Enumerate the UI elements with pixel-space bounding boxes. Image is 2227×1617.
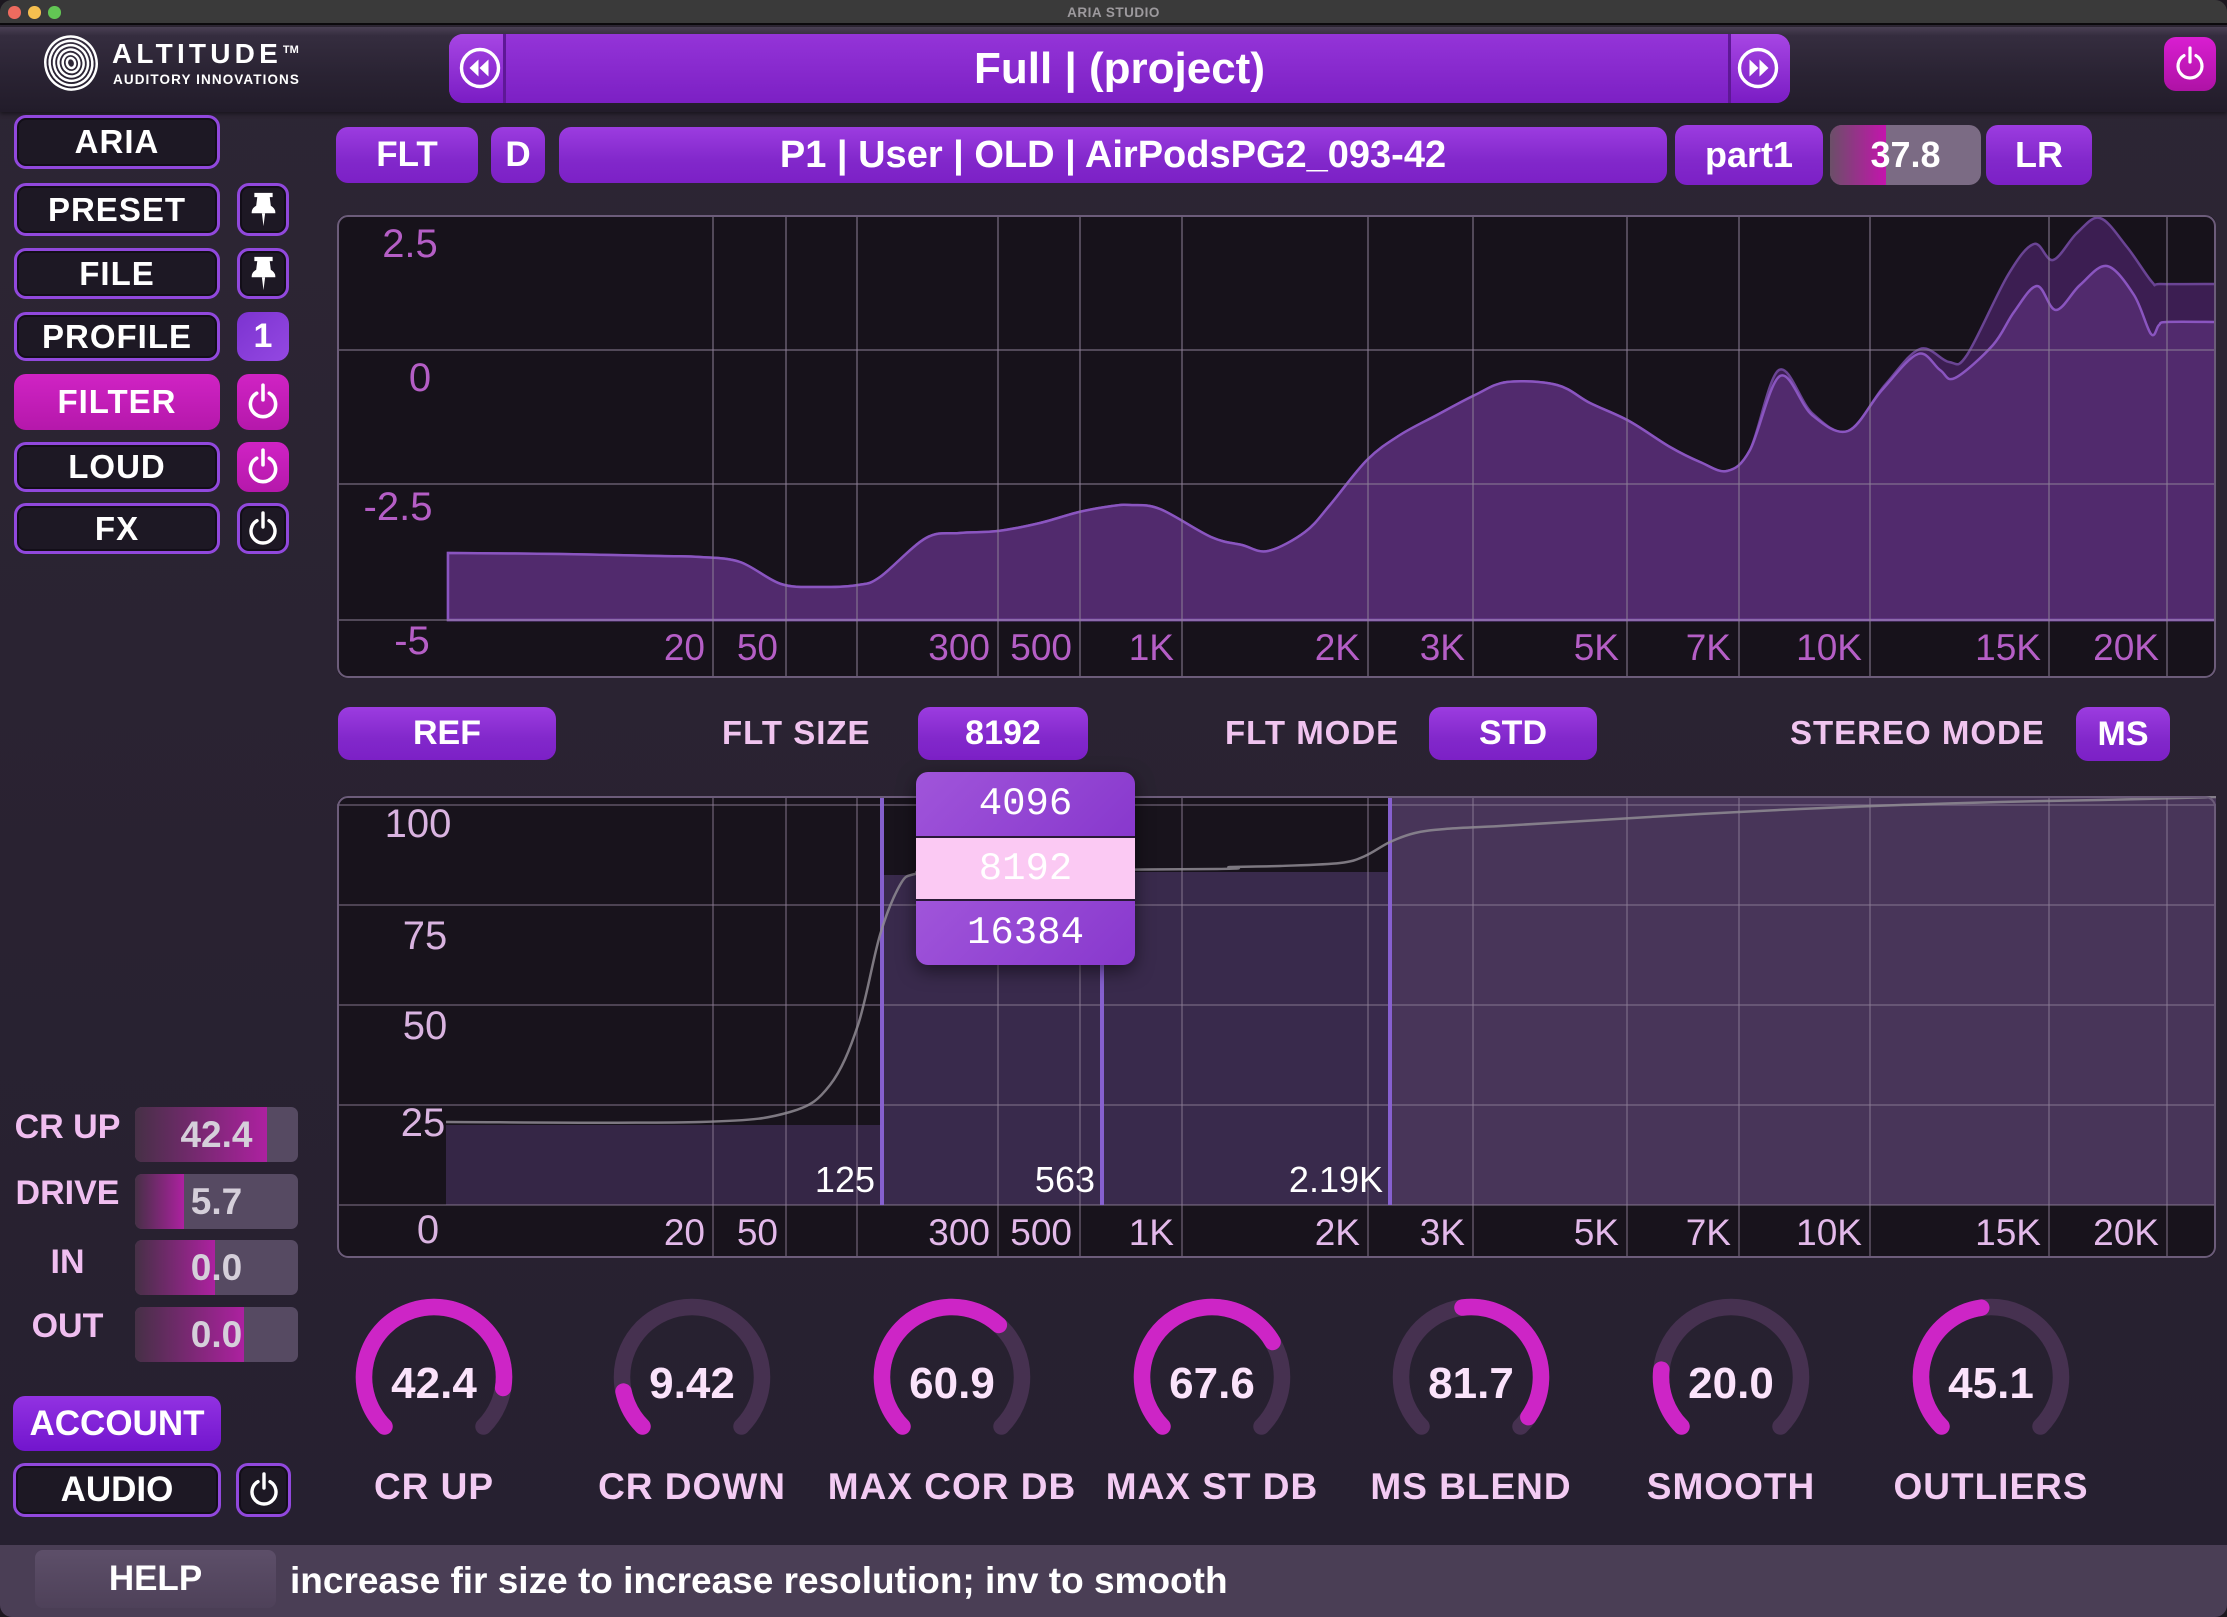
- svg-text:3K: 3K: [1420, 627, 1466, 668]
- svg-text:67.6: 67.6: [1169, 1359, 1255, 1408]
- svg-text:20: 20: [664, 627, 705, 668]
- svg-text:0: 0: [417, 1208, 439, 1252]
- svg-text:15K: 15K: [1975, 627, 2041, 668]
- svg-text:2.5: 2.5: [382, 222, 438, 266]
- svg-text:2K: 2K: [1315, 627, 1361, 668]
- svg-text:-5: -5: [394, 619, 430, 663]
- svg-text:563: 563: [1035, 1159, 1095, 1200]
- svg-text:500: 500: [1010, 627, 1072, 668]
- svg-text:20K: 20K: [2093, 1212, 2159, 1253]
- svg-text:20K: 20K: [2093, 627, 2159, 668]
- svg-text:2K: 2K: [1315, 1212, 1361, 1253]
- svg-text:81.7: 81.7: [1428, 1359, 1514, 1408]
- svg-text:20.0: 20.0: [1688, 1359, 1774, 1408]
- svg-text:9.42: 9.42: [649, 1359, 735, 1408]
- svg-text:300: 300: [928, 1212, 990, 1253]
- svg-text:20: 20: [664, 1212, 705, 1253]
- svg-text:0: 0: [409, 356, 431, 400]
- svg-text:125: 125: [815, 1159, 875, 1200]
- svg-text:1K: 1K: [1129, 1212, 1175, 1253]
- svg-text:5K: 5K: [1574, 627, 1620, 668]
- svg-text:42.4: 42.4: [391, 1359, 477, 1408]
- svg-text:15K: 15K: [1975, 1212, 2041, 1253]
- svg-text:SMOOTH: SMOOTH: [1647, 1466, 1815, 1507]
- svg-text:7K: 7K: [1686, 627, 1732, 668]
- svg-text:50: 50: [737, 627, 778, 668]
- svg-text:75: 75: [403, 914, 448, 958]
- svg-text:10K: 10K: [1796, 1212, 1862, 1253]
- svg-text:-2.5: -2.5: [364, 485, 433, 529]
- svg-text:50: 50: [403, 1004, 448, 1048]
- svg-text:45.1: 45.1: [1948, 1359, 2034, 1408]
- svg-text:3K: 3K: [1420, 1212, 1466, 1253]
- svg-text:MAX COR DB: MAX COR DB: [828, 1466, 1076, 1507]
- svg-text:10K: 10K: [1796, 627, 1862, 668]
- svg-text:500: 500: [1010, 1212, 1072, 1253]
- svg-text:CR DOWN: CR DOWN: [598, 1466, 786, 1507]
- svg-text:50: 50: [737, 1212, 778, 1253]
- svg-text:25: 25: [401, 1101, 446, 1145]
- svg-text:100: 100: [385, 802, 452, 846]
- svg-text:60.9: 60.9: [909, 1359, 995, 1408]
- svg-text:MS BLEND: MS BLEND: [1370, 1466, 1571, 1507]
- svg-text:1K: 1K: [1129, 627, 1175, 668]
- svg-text:CR UP: CR UP: [374, 1466, 494, 1507]
- svg-text:300: 300: [928, 627, 990, 668]
- svg-text:2.19K: 2.19K: [1289, 1159, 1383, 1200]
- svg-text:7K: 7K: [1686, 1212, 1732, 1253]
- svg-text:5K: 5K: [1574, 1212, 1620, 1253]
- svg-text:MAX ST DB: MAX ST DB: [1106, 1466, 1319, 1507]
- svg-text:OUTLIERS: OUTLIERS: [1893, 1466, 2088, 1507]
